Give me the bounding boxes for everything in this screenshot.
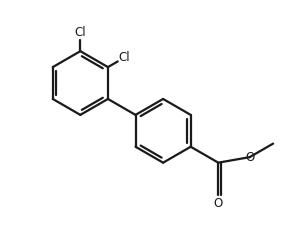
Text: O: O [214, 197, 223, 210]
Text: Cl: Cl [74, 26, 86, 39]
Text: Cl: Cl [119, 51, 130, 64]
Text: O: O [245, 151, 254, 164]
